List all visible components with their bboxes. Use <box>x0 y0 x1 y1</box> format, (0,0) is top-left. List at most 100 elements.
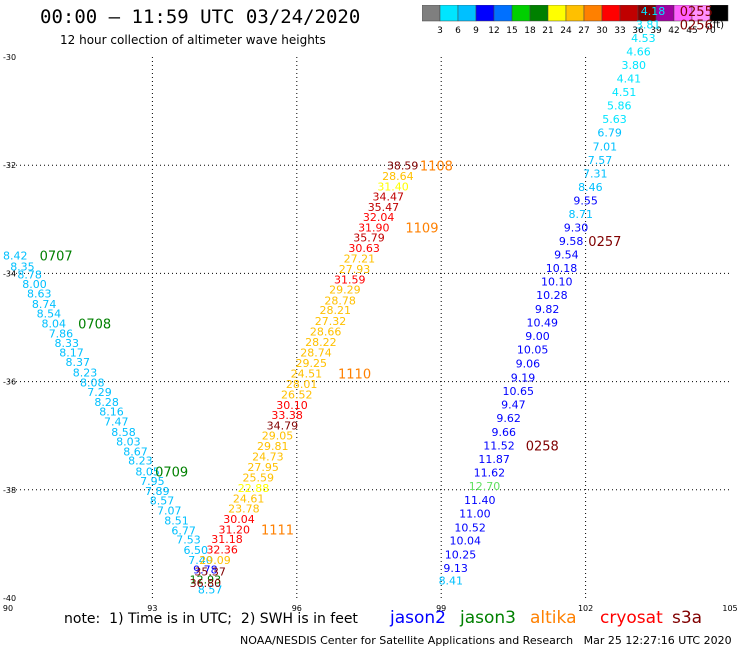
colorbar-tick-label: 18 <box>524 26 536 35</box>
data-point-label: 29.25 <box>295 357 327 370</box>
data-point-label: 34.79 <box>267 419 299 432</box>
data-point-label: 8.05 <box>135 465 160 478</box>
x-tick-label: 93 <box>147 604 157 613</box>
data-point-label: 11.62 <box>474 466 506 479</box>
data-point-label: 8.17 <box>59 346 84 359</box>
data-point-label: 8.67 <box>123 445 148 458</box>
data-point-label: 3.80 <box>621 59 646 72</box>
data-point-label: 8.28 <box>94 396 119 409</box>
data-point-label: 28.74 <box>300 346 332 359</box>
data-point-label: 11.40 <box>464 494 496 507</box>
colorbar-tick-label: 70 <box>704 26 716 35</box>
data-point-label: 7.89 <box>145 485 170 498</box>
data-point-label: 29.29 <box>329 284 361 297</box>
data-point-label: 28.01 <box>286 378 318 391</box>
data-point-label: 6.50 <box>183 544 208 557</box>
data-point-label: 9.55 <box>573 194 598 207</box>
data-point-label: 7.29 <box>87 386 112 399</box>
y-tick-label: -32 <box>3 161 16 170</box>
pass-time-label: 1109 <box>405 221 438 236</box>
data-point-label: 22.88 <box>238 482 270 495</box>
pass-time-label: 1110 <box>338 367 371 382</box>
legend-item-cryosat: cryosat <box>600 608 663 628</box>
data-point-label: 9.54 <box>554 248 579 261</box>
colorbar-tick-label: 27 <box>578 26 589 35</box>
data-point-label: 8.35 <box>10 260 35 273</box>
data-point-label: 8.41 <box>439 575 464 588</box>
x-tick-label: 105 <box>722 604 737 613</box>
colorbar-tick-label: 30 <box>596 26 608 35</box>
data-point-label: 8.57 <box>150 495 175 508</box>
data-point-label: 4.18 <box>641 5 666 18</box>
x-tick-label: 90 <box>3 604 13 613</box>
colorbar-tick-label: 6 <box>455 26 461 35</box>
data-point-label: 10.49 <box>527 317 559 330</box>
data-point-label: 35.79 <box>353 232 385 245</box>
footnote: note: 1) Time is in UTC; 2) SWH is in fe… <box>64 611 358 627</box>
data-point-label: 8.63 <box>27 287 52 300</box>
data-point-label: 33.38 <box>271 409 303 422</box>
data-point-label: 7.01 <box>593 140 618 153</box>
data-point-label: 9.30 <box>564 221 589 234</box>
pass-time-label: 1108 <box>420 160 453 175</box>
data-point-label: 27.93 <box>339 263 371 276</box>
pass-time-label: 0255 <box>680 5 713 20</box>
data-point-label: 25.59 <box>243 471 275 484</box>
data-point-label: 31.18 <box>211 533 243 546</box>
data-point-label: 29.05 <box>262 430 294 443</box>
data-point-label: 24.61 <box>233 492 265 505</box>
colorbar-tick-label: 15 <box>506 26 517 35</box>
data-point-label: 9.47 <box>501 398 526 411</box>
data-point-label: 4.66 <box>626 46 651 59</box>
data-point-label: 9.66 <box>492 426 517 439</box>
y-tick-label: -36 <box>3 378 16 387</box>
data-point-label: 10.10 <box>541 276 573 289</box>
data-point-label: 10.25 <box>445 549 477 562</box>
data-point-label: 23.78 <box>228 503 260 516</box>
data-point-label: 8.46 <box>578 181 603 194</box>
data-point-label: 9.82 <box>535 303 560 316</box>
colorbar-tick-label: 21 <box>542 26 553 35</box>
data-point-label: 8.51 <box>164 515 189 528</box>
data-point-label: 8.23 <box>73 366 98 379</box>
data-point-label: 38.59 <box>387 160 419 173</box>
data-point-label: 7.07 <box>157 504 182 517</box>
data-point-label: 29.09 <box>199 554 231 567</box>
pass-time-label: 0707 <box>40 250 73 265</box>
data-point-label: 27.32 <box>315 315 347 328</box>
data-point-label: 4.51 <box>612 86 637 99</box>
data-point-label: 10.18 <box>546 262 578 275</box>
colorbar-tick-label: 9 <box>473 26 479 35</box>
data-point-label: 28.22 <box>305 336 337 349</box>
chart-subtitle: 12 hour collection of altimeter wave hei… <box>60 33 326 47</box>
data-point-label: 28.64 <box>382 170 414 183</box>
data-point-label: 12.70 <box>469 480 501 493</box>
units-label: (ft) <box>709 20 725 31</box>
data-point-label: 7.47 <box>104 416 129 429</box>
data-point-label: 31.59 <box>334 273 366 286</box>
data-point-label: 11.00 <box>459 508 491 521</box>
data-point-label: 8.16 <box>99 405 124 418</box>
data-point-label: 8.04 <box>41 318 66 331</box>
data-point-label: 8.74 <box>32 298 57 311</box>
data-point-label: 11.87 <box>478 453 510 466</box>
data-point-label: 30.04 <box>223 513 255 526</box>
data-point-label: 24.73 <box>252 450 284 463</box>
data-point-label: 3.81 <box>636 19 661 32</box>
color-legend-bar: 3 6 9 12 15 18 21 24 27 30 33 36 39 42 45 70 <box>422 5 729 35</box>
pass-time-label: 0258 <box>526 439 559 454</box>
data-point-label: 5.86 <box>607 100 632 113</box>
data-point-label: 8.71 <box>569 208 594 221</box>
y-tick-label: -38 <box>3 486 16 495</box>
pass-time-label: 1111 <box>261 523 294 538</box>
data-point-label: 28.21 <box>320 304 352 317</box>
data-point-label: 7.86 <box>49 327 74 340</box>
data-point-label: 27.95 <box>247 461 279 474</box>
data-point-label: 8.54 <box>37 307 62 320</box>
data-point-label: 5.63 <box>602 113 627 126</box>
data-point-label: 8.37 <box>66 356 91 369</box>
data-point-label: 10.28 <box>536 289 568 302</box>
data-point-label: 8.42 <box>3 250 28 263</box>
